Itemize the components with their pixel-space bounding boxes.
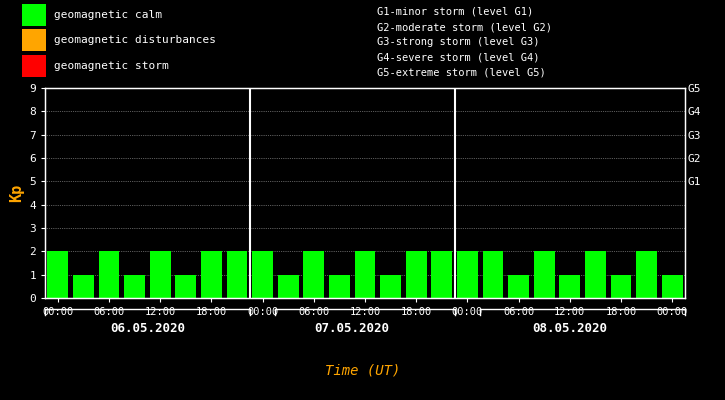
- Text: G5-extreme storm (level G5): G5-extreme storm (level G5): [377, 68, 546, 78]
- Bar: [534, 251, 555, 298]
- Bar: [559, 275, 580, 298]
- Bar: [380, 275, 401, 298]
- Bar: [457, 251, 478, 298]
- Bar: [636, 251, 657, 298]
- Bar: [483, 251, 503, 298]
- Text: geomagnetic storm: geomagnetic storm: [54, 61, 169, 71]
- Bar: [406, 251, 427, 298]
- Bar: [610, 275, 631, 298]
- Bar: [355, 251, 376, 298]
- Bar: [508, 275, 529, 298]
- Bar: [431, 251, 452, 298]
- Bar: [662, 275, 683, 298]
- Y-axis label: Kp: Kp: [9, 184, 24, 202]
- Bar: [22, 4, 46, 26]
- Text: 07.05.2020: 07.05.2020: [315, 322, 390, 335]
- Bar: [226, 251, 247, 298]
- Text: G2-moderate storm (level G2): G2-moderate storm (level G2): [377, 22, 552, 32]
- Text: geomagnetic calm: geomagnetic calm: [54, 10, 162, 20]
- Text: G3-strong storm (level G3): G3-strong storm (level G3): [377, 37, 539, 47]
- Bar: [124, 275, 145, 298]
- Bar: [73, 275, 94, 298]
- Bar: [99, 251, 120, 298]
- Bar: [22, 55, 46, 76]
- Bar: [201, 251, 222, 298]
- Bar: [47, 251, 68, 298]
- Text: G1-minor storm (level G1): G1-minor storm (level G1): [377, 7, 534, 17]
- Text: G4-severe storm (level G4): G4-severe storm (level G4): [377, 52, 539, 62]
- Bar: [303, 251, 324, 298]
- Bar: [585, 251, 606, 298]
- Text: 06.05.2020: 06.05.2020: [110, 322, 185, 335]
- Bar: [329, 275, 350, 298]
- Text: 08.05.2020: 08.05.2020: [532, 322, 608, 335]
- Bar: [175, 275, 196, 298]
- Bar: [278, 275, 299, 298]
- Bar: [22, 29, 46, 51]
- Bar: [149, 251, 170, 298]
- Text: geomagnetic disturbances: geomagnetic disturbances: [54, 35, 216, 45]
- Bar: [252, 251, 273, 298]
- Text: Time (UT): Time (UT): [325, 363, 400, 377]
